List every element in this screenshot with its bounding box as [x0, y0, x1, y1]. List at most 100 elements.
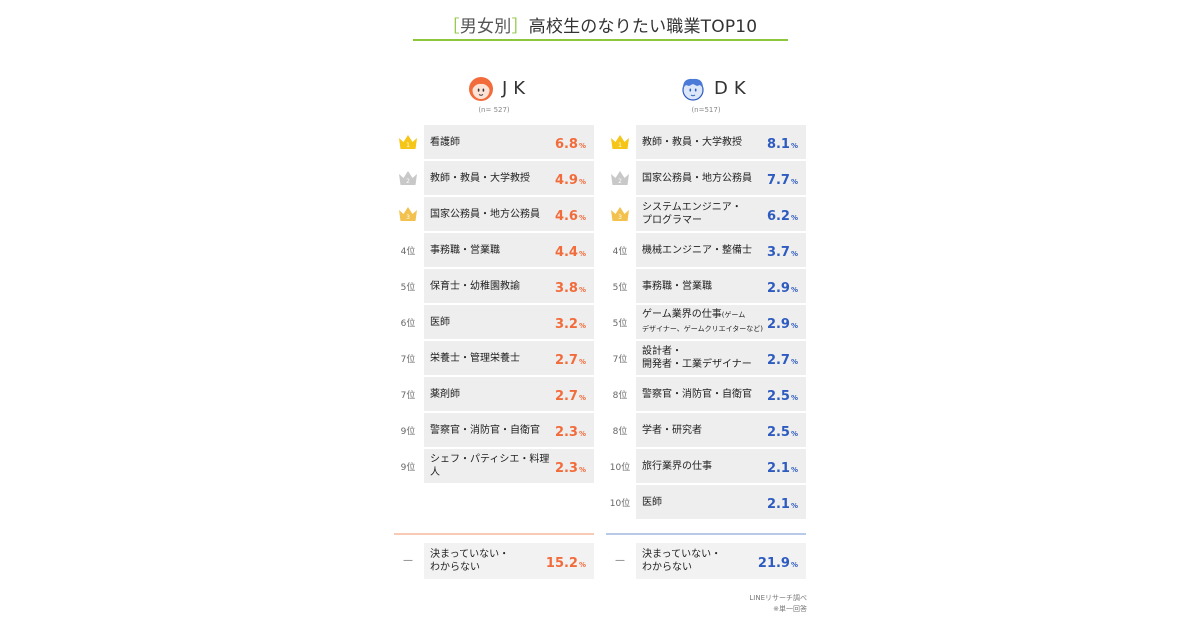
rank-cell: 3 [394, 197, 422, 231]
value-label: 2.9% [767, 277, 806, 296]
value-label: 6.8% [555, 133, 594, 152]
job-name: 保育士・幼稚園教諭 [424, 280, 555, 293]
value-label: 2.7% [555, 385, 594, 404]
jk-separator [394, 533, 594, 535]
title-bracket-close: ］ [511, 17, 529, 37]
value-unit: % [578, 357, 586, 366]
job-name: 事務職・営業職 [424, 244, 555, 257]
dk-other-job: 決まっていない・ わからない [642, 549, 722, 573]
value-label: 6.2% [767, 205, 806, 224]
jk-rank-row: 6位 医師 3.2% [394, 305, 594, 339]
rank-cell: 4位 [394, 233, 422, 267]
job-name: 事務職・営業職 [636, 280, 767, 293]
value-label: 3.2% [555, 313, 594, 332]
job-cell: シェフ・パティシエ・料理人 2.3% [424, 449, 594, 483]
rank-cell: 7位 [394, 341, 422, 375]
footer: LINEリサーチ調べ ※単一回答 [749, 593, 807, 615]
value-unit: % [578, 321, 586, 330]
jk-rank-row: 4位 事務職・営業職 4.4% [394, 233, 594, 267]
value-unit: % [790, 177, 798, 186]
job-name: 薬剤師 [424, 388, 555, 401]
job-name: システムエンジニア・ プログラマー [636, 201, 767, 227]
dk-other-value: 21.9% [758, 552, 806, 571]
value-unit: % [790, 285, 798, 294]
value-label: 2.7% [555, 349, 594, 368]
value-label: 3.7% [767, 241, 806, 260]
job-name-text: 栄養士・管理栄養士 [430, 352, 520, 364]
answer-note: ※単一回答 [773, 605, 807, 613]
job-name-text: 事務職・営業職 [430, 244, 500, 256]
value-label: 8.1% [767, 133, 806, 152]
crown-rank-number: 3 [618, 214, 622, 221]
value-number: 2.7 [554, 352, 578, 368]
crown-icon: 1 [611, 135, 629, 149]
rank-label: 10位 [609, 462, 631, 473]
value-number: 2.5 [766, 424, 790, 440]
value-unit: % [578, 177, 586, 186]
value-unit: % [578, 393, 586, 402]
value-unit: % [578, 429, 586, 438]
boy-face-icon [682, 78, 704, 101]
rank-cell: 5位 [606, 269, 634, 303]
rank-label: — [615, 554, 625, 566]
crown-icon: 2 [611, 171, 629, 185]
jk-other-value: 15.2% [546, 552, 594, 571]
rank-cell: 3 [606, 197, 634, 231]
job-name-text: 医師 [642, 496, 662, 508]
job-cell: 国家公務員・地方公務員 4.6% [424, 197, 594, 231]
value-number: 2.7 [766, 352, 790, 368]
dk-other-row: — 決まっていない・ わからない 21.9% [606, 543, 806, 579]
job-name: 警察官・消防官・自衛官 [636, 388, 767, 401]
job-name: 学者・研究者 [636, 424, 767, 437]
dk-other-cell: 決まっていない・ わからない 21.9% [636, 543, 806, 579]
dk-rank-row: 7位 設計者・ 開発者・工業デザイナー 2.7% [606, 341, 806, 375]
title-main: 高校生のなりたい職業TOP10 [528, 17, 758, 37]
value-number: 2.1 [766, 460, 790, 476]
job-name-text: システムエンジニア・ プログラマー [642, 202, 742, 226]
job-name-text: 機械エンジニア・整備士 [642, 244, 752, 256]
job-name-text: 保育士・幼稚園教諭 [430, 280, 520, 292]
job-name-text: 警察官・消防官・自衛官 [642, 388, 752, 400]
rank-cell: 1 [606, 125, 634, 159]
title-underline [413, 39, 788, 41]
value-unit: % [790, 141, 798, 150]
rank-label: — [403, 554, 413, 566]
jk-other-row: — 決まっていない・ わからない 15.2% [394, 543, 594, 579]
rank-label: 4位 [612, 246, 628, 257]
value-unit: % [578, 285, 586, 294]
value-label: 7.7% [767, 169, 806, 188]
rank-label: 8位 [612, 390, 628, 401]
rank-cell: 4位 [606, 233, 634, 267]
job-cell: 薬剤師 2.7% [424, 377, 594, 411]
job-name: 医師 [424, 316, 555, 329]
value-unit: % [790, 501, 798, 510]
job-name-note: (ゲーム デザイナー、ゲームクリエイターなど) [642, 311, 764, 333]
rank-cell: 10位 [606, 449, 634, 483]
dk-other-rank: — [606, 543, 634, 577]
value-label: 2.1% [767, 493, 806, 512]
value-label: 4.4% [555, 241, 594, 260]
job-cell: 教師・教員・大学教授 8.1% [636, 125, 806, 159]
value-label: 2.9% [767, 313, 806, 332]
dk-label: DK [714, 78, 752, 99]
job-name: 機械エンジニア・整備士 [636, 244, 767, 257]
dk-rank-row: 4位 機械エンジニア・整備士 3.7% [606, 233, 806, 267]
job-cell: ゲーム業界の仕事(ゲーム デザイナー、ゲームクリエイターなど) 2.9% [636, 305, 806, 339]
value-number: 6.8 [554, 136, 578, 152]
rank-label: 8位 [612, 426, 628, 437]
job-name: 旅行業界の仕事 [636, 460, 767, 473]
job-name: 国家公務員・地方公務員 [636, 172, 767, 185]
rank-cell: 1 [394, 125, 422, 159]
value-unit: % [578, 560, 586, 569]
value-number: 4.4 [554, 244, 578, 260]
jk-other-rank: — [394, 543, 422, 577]
rank-cell: 9位 [394, 449, 422, 483]
value-unit: % [790, 213, 798, 222]
crown-rank-number: 2 [406, 178, 410, 185]
value-unit: % [790, 321, 798, 330]
value-label: 2.3% [555, 457, 594, 476]
job-cell: 設計者・ 開発者・工業デザイナー 2.7% [636, 341, 806, 375]
job-name: 国家公務員・地方公務員 [424, 208, 555, 221]
rank-cell: 2 [606, 161, 634, 195]
dk-rank-row: 8位 学者・研究者 2.5% [606, 413, 806, 447]
